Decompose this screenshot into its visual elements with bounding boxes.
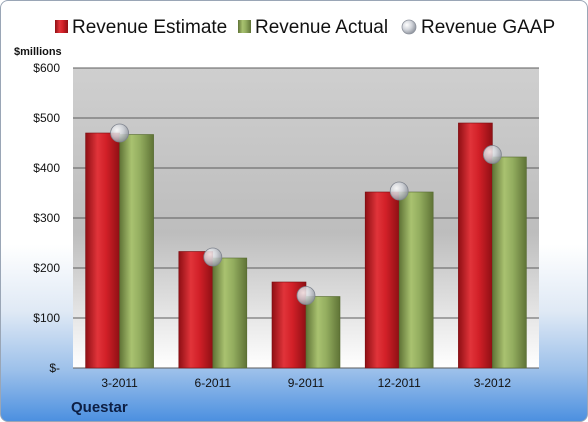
bar-estimate <box>364 191 400 369</box>
y-tick-label: $500 <box>33 111 60 125</box>
legend: Revenue Estimate Revenue Actual Revenue … <box>55 17 555 38</box>
bar-estimate <box>178 251 214 369</box>
y-tick-label: $- <box>49 361 60 375</box>
marker-gaap <box>482 145 502 164</box>
y-axis-ticks: $- $100 $200 $300 $400 $500 $600 <box>33 61 60 375</box>
bar-estimate <box>85 132 120 369</box>
y-tick-label: $300 <box>33 211 60 225</box>
gaap-markers <box>110 123 502 305</box>
company-name: Questar <box>71 399 128 416</box>
marker-gaap <box>203 247 223 267</box>
y-tick-label: $400 <box>33 161 60 175</box>
legend-swatch-estimate <box>55 20 68 33</box>
marker-gaap <box>110 123 129 143</box>
y-tick-label: $600 <box>33 61 60 75</box>
legend-label-estimate: Revenue Estimate <box>72 17 227 38</box>
legend-marker-gaap <box>401 19 417 35</box>
x-tick-label: 6-2011 <box>195 376 232 390</box>
y-axis-unit-label: $millions <box>14 46 62 58</box>
legend-label-actual: Revenue Actual <box>255 17 388 38</box>
y-tick-label: $200 <box>33 261 60 275</box>
legend-item-gaap: Revenue GAAP <box>401 17 555 38</box>
legend-swatch-actual <box>238 20 251 33</box>
bar-actual <box>492 156 527 369</box>
marker-gaap <box>389 181 409 201</box>
x-axis-ticks: 3-2011 6-2011 9-2011 12-2011 3-2012 <box>101 376 511 390</box>
x-tick-label: 12-2011 <box>378 376 421 390</box>
marker-gaap <box>296 286 316 305</box>
bar-actual <box>305 296 341 369</box>
bar-actual <box>119 134 154 369</box>
bars <box>85 122 527 369</box>
x-tick-label: 3-2011 <box>101 376 138 390</box>
legend-item-actual: Revenue Actual <box>238 17 388 38</box>
legend-label-gaap: Revenue GAAP <box>421 17 555 38</box>
x-tick-label: 9-2011 <box>288 376 325 390</box>
bar-actual <box>398 191 434 369</box>
x-tick-label: 3-2012 <box>474 376 512 390</box>
legend-item-estimate: Revenue Estimate <box>55 17 227 38</box>
y-tick-label: $100 <box>33 311 60 325</box>
bar-estimate <box>458 122 493 369</box>
bar-actual <box>212 257 248 369</box>
